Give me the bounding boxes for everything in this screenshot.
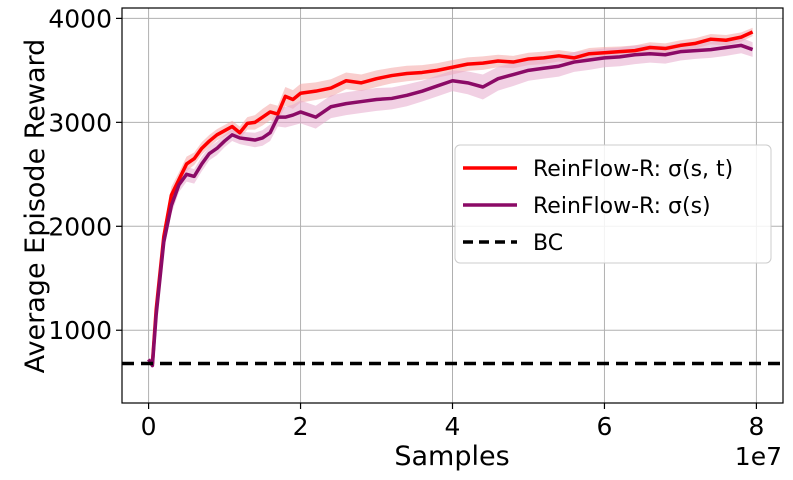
confidence-bands [148, 27, 753, 368]
y-tick-label: 1000 [48, 316, 112, 345]
legend-label-baseline: BC [533, 231, 563, 256]
y-tick-label: 3000 [48, 108, 112, 137]
x-tick-label: 8 [748, 412, 764, 441]
series-line-2 [147, 43, 754, 368]
x-tick-label: 4 [445, 412, 461, 441]
x-tick-label: 6 [597, 412, 613, 441]
series-line-1 [147, 30, 754, 366]
legend: ReinFlow-R: σ(s, t) ReinFlow-R: σ(s) BC [454, 144, 772, 264]
y-axis-label: Average Episode Reward [20, 39, 51, 374]
series-band-2 [148, 37, 753, 368]
x-offset-label: 1e7 [735, 442, 782, 471]
axis-ticks: 0 2 4 6 8 1000 2000 3000 4000 [48, 4, 764, 441]
x-tick-label: 2 [293, 412, 309, 441]
legend-label-series-1: ReinFlow-R: σ(s, t) [533, 157, 733, 182]
legend-label-series-2: ReinFlow-R: σ(s) [533, 194, 711, 219]
x-tick-label: 0 [141, 412, 157, 441]
x-axis-label: Samples [394, 441, 509, 472]
legend-frame [454, 144, 772, 264]
y-tick-label: 4000 [48, 4, 112, 33]
series-lines [147, 30, 754, 368]
y-tick-label: 2000 [48, 212, 112, 241]
